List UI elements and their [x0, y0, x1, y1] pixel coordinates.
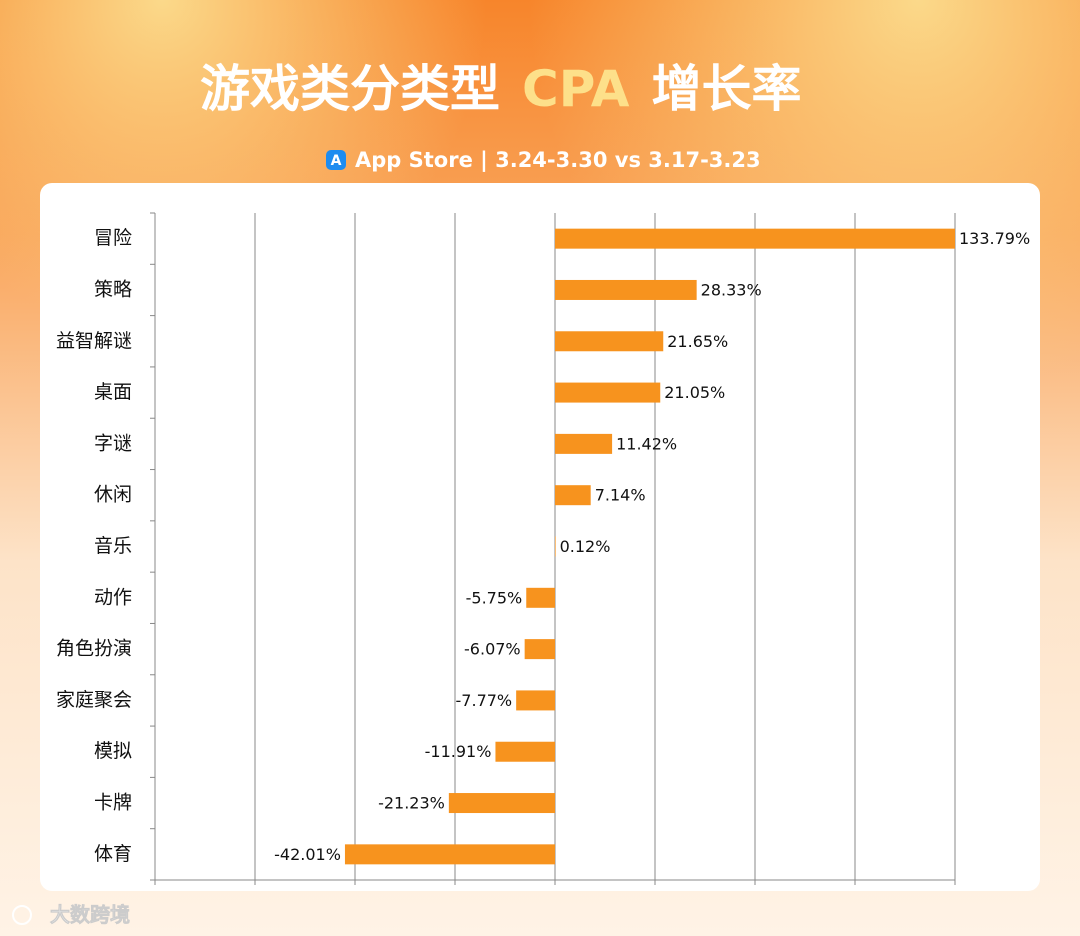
bar: [555, 433, 613, 454]
value-label: -11.91%: [425, 742, 492, 761]
bar: [448, 793, 555, 814]
subtitle: App Store | 3.24-3.30 vs 3.17-3.23: [355, 148, 761, 173]
category-label: 动作: [94, 586, 132, 608]
bars: [344, 228, 955, 865]
bar: [344, 844, 555, 865]
category-label: 体育: [94, 843, 132, 865]
chart-card: [40, 183, 1040, 891]
bar: [516, 690, 555, 711]
value-label: -21.23%: [378, 794, 445, 813]
value-label: -7.77%: [456, 691, 513, 710]
bar: [526, 587, 555, 608]
category-label: 桌面: [94, 381, 132, 403]
value-label: 21.05%: [664, 383, 725, 402]
category-label: 休闲: [94, 484, 132, 506]
category-label: 冒险: [94, 227, 132, 249]
bar: [555, 382, 661, 403]
category-label: 益智解谜: [56, 330, 132, 352]
category-label: 卡牌: [94, 792, 132, 814]
watermark-logo: [12, 905, 32, 925]
bar: [495, 741, 555, 762]
value-label: -42.01%: [274, 845, 341, 864]
bar: [555, 228, 955, 249]
watermark: 大数跨境: [50, 903, 130, 927]
value-label: 7.14%: [595, 486, 646, 505]
bar: [524, 639, 555, 660]
category-label: 模拟: [94, 740, 132, 762]
value-label: 0.12%: [560, 537, 611, 556]
category-label: 字谜: [94, 432, 132, 454]
value-label: -6.07%: [464, 640, 521, 659]
bar: [555, 485, 591, 506]
title-part: CPA: [522, 60, 630, 118]
bar: [555, 279, 697, 300]
category-label: 音乐: [94, 535, 132, 557]
category-label: 策略: [94, 278, 132, 300]
value-label: 21.65%: [667, 332, 728, 351]
bar: [555, 331, 664, 352]
category-label: 角色扮演: [56, 638, 132, 660]
value-label: 133.79%: [959, 229, 1030, 248]
app-store-icon: [326, 150, 346, 170]
title: 游戏类分类型 CPA 增长率: [200, 60, 801, 118]
title-part: 游戏类分类型: [200, 60, 500, 118]
app-store-icon-glyph: A: [331, 153, 342, 169]
value-label: 28.33%: [701, 280, 762, 299]
category-label: 家庭聚会: [56, 689, 132, 711]
value-label: 11.42%: [616, 434, 677, 453]
bar: [555, 536, 556, 557]
value-label: -5.75%: [466, 588, 523, 607]
title-part: 增长率: [651, 60, 801, 118]
